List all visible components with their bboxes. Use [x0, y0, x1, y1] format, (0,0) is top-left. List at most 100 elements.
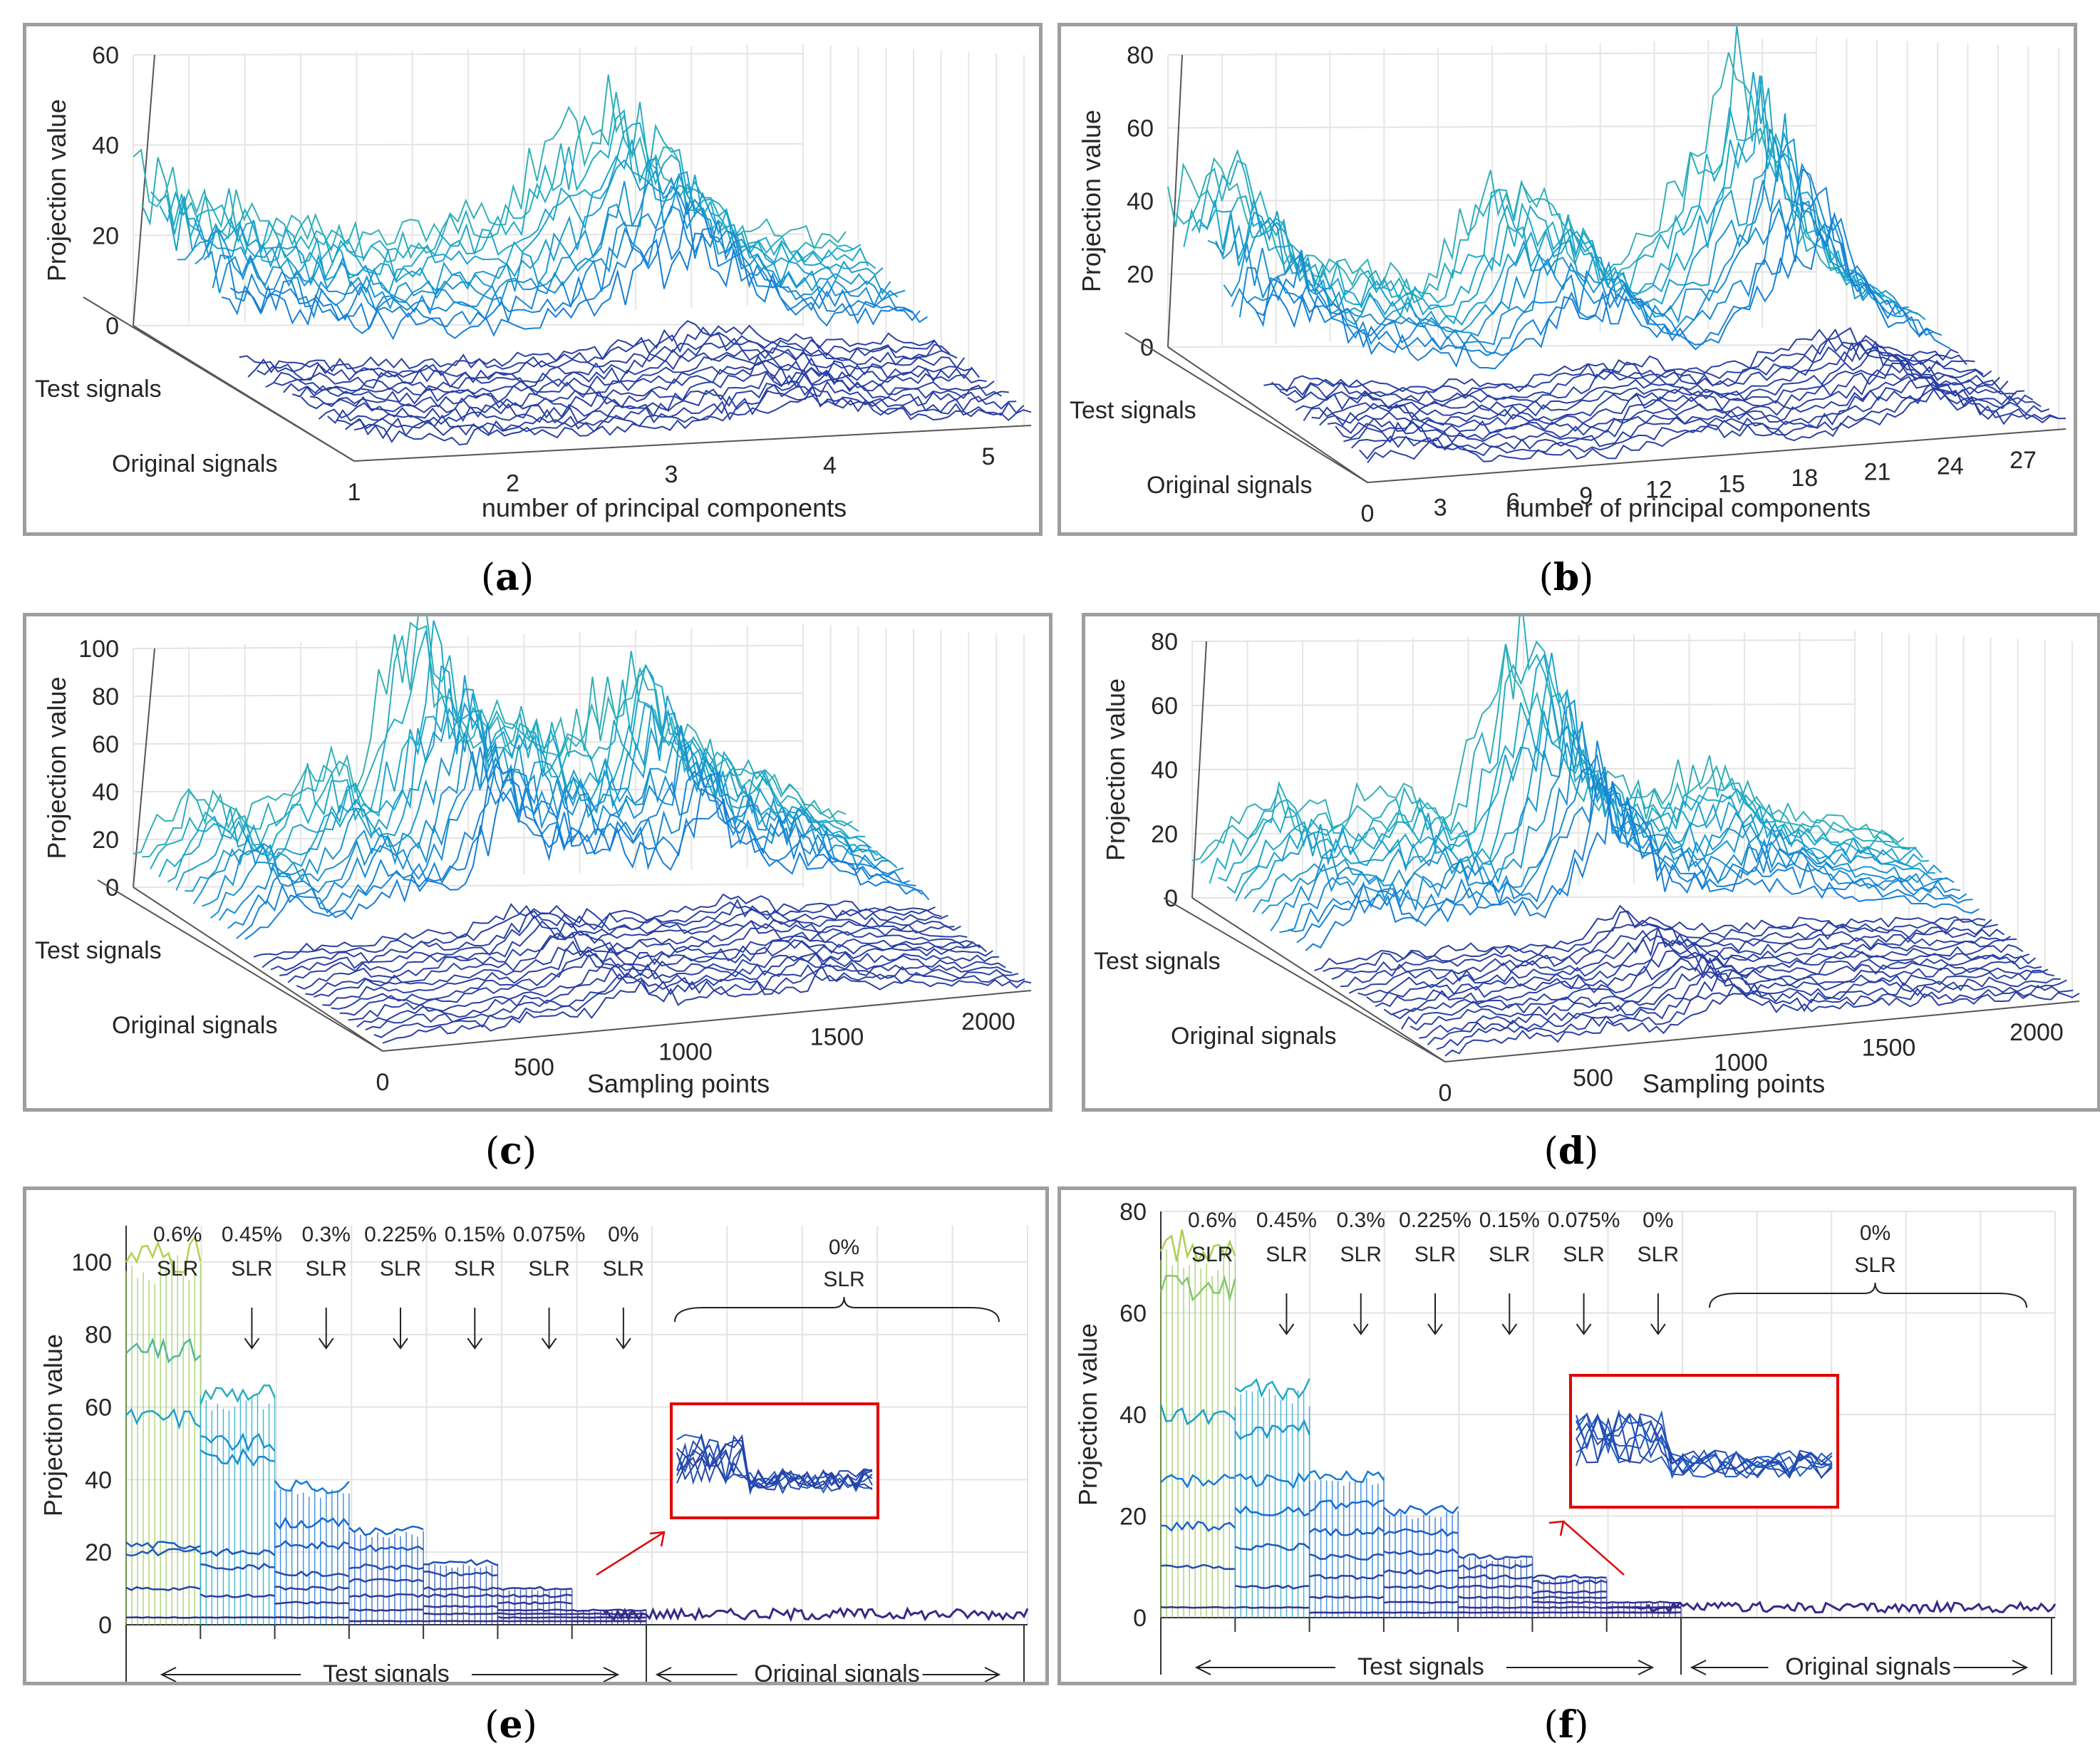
xtick-label: 24 [1937, 453, 1964, 480]
surface-row [1175, 26, 1868, 304]
data-line [1457, 1553, 1533, 1561]
data-line [497, 1616, 572, 1619]
xtick-label: 1 [348, 479, 361, 506]
ytick-label: 0 [105, 313, 119, 340]
data-line [497, 1601, 572, 1606]
depth-label-test: Test signals [35, 376, 162, 403]
surface-row [1343, 376, 2042, 444]
data-line [274, 1601, 349, 1605]
y-axis-title: Projection value [42, 99, 71, 281]
series-e [125, 1234, 1029, 1625]
group-pct-label: 0.15% [1479, 1209, 1540, 1232]
group-unit-label: SLR [1638, 1243, 1679, 1266]
grid-b [1167, 37, 2059, 429]
data-line [423, 1586, 498, 1591]
data-line [125, 1586, 201, 1591]
depth-label-original: Original signals [112, 1012, 277, 1039]
grid-e [125, 1226, 1028, 1625]
original-unit-label: SLR [1854, 1253, 1895, 1277]
ytick-label: 0 [1133, 1605, 1147, 1632]
group-unit-label: SLR [1563, 1243, 1604, 1266]
surface-row [1226, 653, 1923, 894]
data-line [1531, 1573, 1607, 1580]
xtick-label: 18 [1791, 465, 1818, 492]
arrow-head [1501, 1323, 1518, 1335]
data-line [497, 1620, 572, 1623]
grid-a [133, 44, 1025, 425]
surface-row [1279, 753, 1961, 934]
data-line [274, 1616, 349, 1619]
surface-row [192, 701, 891, 905]
inset-line [1576, 1412, 1833, 1479]
data-line [1160, 1563, 1236, 1571]
group-unit-label: SLR [306, 1257, 347, 1281]
depth-label-test: Test signals [35, 937, 162, 964]
bottom-arrow-head [984, 1667, 1001, 1682]
surface-row [244, 778, 930, 940]
y-axis-title: Projection value [1073, 1323, 1102, 1506]
bottom-arrow-head [160, 1667, 177, 1682]
xtick-label: 12 [1645, 477, 1672, 504]
ytick-label: 100 [71, 1249, 112, 1276]
x-axis-title: Sampling points [1643, 1069, 1825, 1098]
surface-row [195, 176, 899, 310]
surface-row [1235, 691, 1930, 902]
panel-b: 0 20 40 60 80 0 3 6 9 12 15 18 21 24 27 number of princ… [1057, 23, 2077, 536]
group-unit-label: SLR [1266, 1243, 1307, 1266]
surface-row [331, 939, 993, 1010]
data-line [1457, 1584, 1533, 1589]
ytick-label: 60 [85, 1395, 112, 1422]
series-f [1159, 1229, 2057, 1618]
data-line [125, 1337, 202, 1364]
ytick-label: 40 [92, 779, 119, 806]
xtick-label: 0 [1361, 500, 1375, 527]
y-axis-line [1167, 54, 1183, 348]
ytick-label: 0 [105, 874, 119, 901]
xtick-label: 1500 [810, 1023, 864, 1050]
group-pct-label: 0.45% [222, 1223, 282, 1246]
data-line [1159, 1404, 1236, 1426]
bottom-label-original: Original signals [1785, 1653, 1950, 1680]
surface-row [1331, 919, 1998, 981]
caption-e: (e) [485, 1703, 537, 1747]
surface-b [1167, 26, 2067, 464]
surface-row [1215, 128, 1909, 333]
surface-row [283, 353, 973, 397]
surface-row [212, 205, 913, 324]
bottom-arrow-head [603, 1667, 620, 1682]
xtick-label: 0 [1439, 1080, 1452, 1107]
data-line [1159, 1229, 1236, 1264]
surface-row [300, 354, 987, 410]
surface-row [227, 763, 916, 929]
xtick-label: 15 [1718, 470, 1745, 497]
surface-row [279, 909, 955, 976]
surface-row [177, 159, 884, 295]
surface-row [229, 232, 928, 341]
x-axis-line [382, 990, 1032, 1052]
surface-row [353, 395, 1032, 446]
surface-row [339, 951, 1000, 1016]
group-unit-label: SLR [157, 1257, 198, 1281]
group-unit-label: SLR [603, 1257, 644, 1281]
ytick-label: 80 [1119, 1199, 1147, 1226]
data-line [348, 1578, 424, 1583]
ytick-label: 40 [92, 133, 119, 160]
xtick-label: 9 [1579, 482, 1593, 510]
surface-row [1191, 71, 1885, 314]
arrow-head [244, 1338, 260, 1350]
ytick-label: 20 [85, 1539, 112, 1566]
y-axis-line [133, 648, 155, 888]
surface-row [159, 122, 869, 283]
xtick-label: 21 [1864, 459, 1891, 486]
xtick-label: 3 [665, 461, 678, 488]
data-line [497, 1608, 572, 1612]
surface-row [1305, 781, 1980, 951]
arrow-head [1650, 1323, 1666, 1335]
depth-axis [1163, 897, 1446, 1062]
zoom-arrow [596, 1531, 665, 1576]
x-axis-line [1444, 1000, 2080, 1062]
surface-row [1288, 740, 1967, 933]
xtick-label: 500 [1573, 1065, 1613, 1092]
data-line [423, 1558, 498, 1566]
surface-row [1327, 369, 2025, 435]
